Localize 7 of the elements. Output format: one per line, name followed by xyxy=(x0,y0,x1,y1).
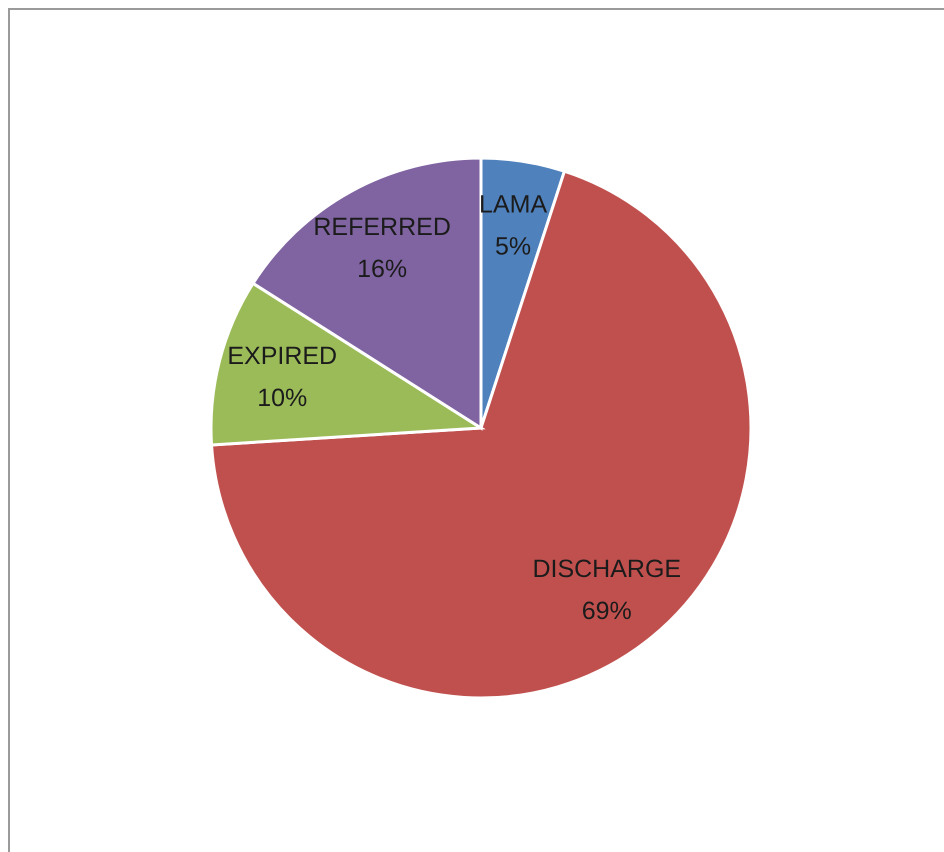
data-label: 10% xyxy=(257,384,308,412)
slice-label: REFERRED xyxy=(313,213,451,242)
slice-label: EXPIRED xyxy=(227,342,338,370)
data-label: 69% xyxy=(582,597,632,626)
slice-label: DISCHARGE xyxy=(532,555,682,584)
data-label: 5% xyxy=(495,232,532,260)
data-label: 16% xyxy=(357,255,408,284)
